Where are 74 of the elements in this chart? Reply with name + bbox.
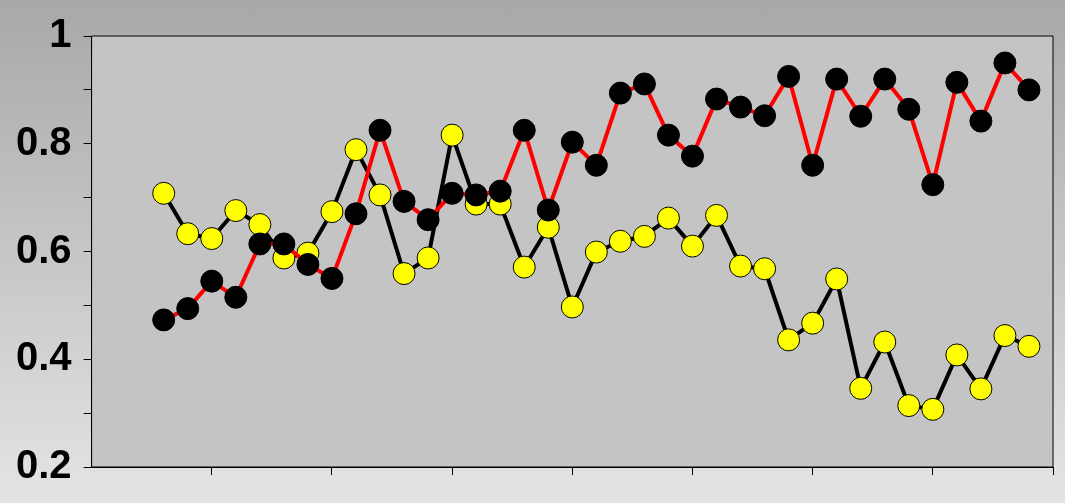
point xyxy=(729,95,753,119)
point xyxy=(224,285,248,309)
point xyxy=(344,138,368,162)
point xyxy=(680,144,704,168)
point xyxy=(392,262,416,286)
point xyxy=(1017,334,1041,358)
point xyxy=(897,97,921,121)
point xyxy=(416,208,440,232)
point xyxy=(176,297,200,321)
point xyxy=(753,104,777,128)
point xyxy=(152,181,176,205)
point xyxy=(656,206,680,230)
point xyxy=(801,153,825,177)
point xyxy=(584,153,608,177)
point xyxy=(705,87,729,111)
y-tick-label: 0.6 xyxy=(16,226,72,271)
point xyxy=(440,181,464,205)
point xyxy=(368,118,392,142)
y-tick-label: 0.2 xyxy=(16,442,72,487)
point xyxy=(777,64,801,88)
point xyxy=(945,343,969,367)
point xyxy=(608,81,632,105)
point xyxy=(705,203,729,227)
point xyxy=(392,189,416,213)
point xyxy=(753,257,777,281)
point xyxy=(200,227,224,251)
point xyxy=(849,376,873,400)
point xyxy=(656,123,680,147)
point xyxy=(464,183,488,207)
point xyxy=(416,246,440,270)
y-tick-label: 1 xyxy=(49,11,72,56)
point xyxy=(801,311,825,335)
point xyxy=(1017,78,1041,102)
point xyxy=(536,198,560,222)
point xyxy=(584,240,608,264)
point xyxy=(512,255,536,279)
point xyxy=(680,234,704,258)
point xyxy=(632,72,656,96)
point xyxy=(873,67,897,91)
y-tick-label: 0.4 xyxy=(16,334,73,379)
point xyxy=(993,51,1017,75)
point xyxy=(608,229,632,253)
point xyxy=(825,67,849,91)
point xyxy=(200,269,224,293)
point xyxy=(873,330,897,354)
point xyxy=(488,179,512,203)
point xyxy=(320,200,344,224)
point xyxy=(993,324,1017,348)
point xyxy=(729,254,753,278)
point xyxy=(777,328,801,352)
point xyxy=(152,308,176,332)
point xyxy=(825,267,849,291)
point xyxy=(945,70,969,94)
point xyxy=(344,202,368,226)
point xyxy=(248,232,272,256)
point xyxy=(272,232,296,256)
point xyxy=(224,199,248,223)
point xyxy=(296,252,320,276)
point xyxy=(921,397,945,421)
point xyxy=(248,213,272,237)
point xyxy=(969,377,993,401)
point xyxy=(897,394,921,418)
point xyxy=(176,222,200,246)
point xyxy=(440,123,464,147)
point xyxy=(969,109,993,133)
point xyxy=(849,104,873,128)
point xyxy=(632,224,656,248)
y-tick-label: 0.8 xyxy=(16,118,72,163)
point xyxy=(368,183,392,207)
point xyxy=(320,266,344,290)
point xyxy=(560,130,584,154)
point xyxy=(512,118,536,142)
point xyxy=(560,295,584,319)
point xyxy=(921,173,945,197)
